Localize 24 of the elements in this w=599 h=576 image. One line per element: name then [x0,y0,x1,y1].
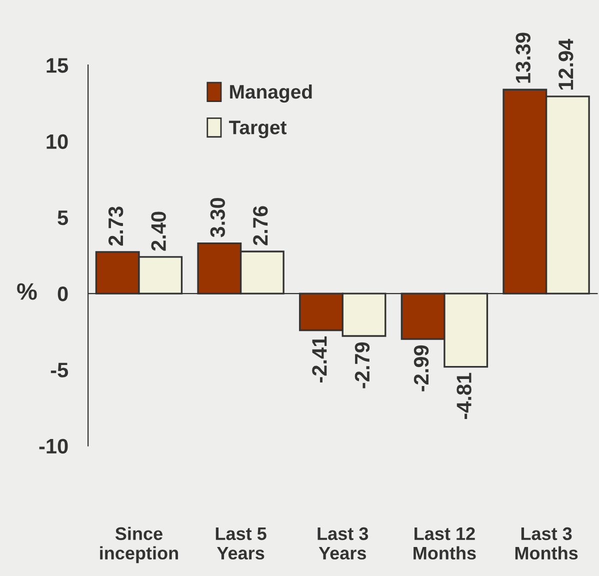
data-label: -2.79 [354,342,370,388]
x-tick-label: Last 12 Months [414,527,476,560]
y-tick-label: 5 [58,210,68,226]
y-tick-label: -10 [39,438,68,454]
y-axis-title: % [17,283,37,300]
y-tick-label: 10 [46,134,68,149]
x-tick-label: Last 3 Years [318,527,368,560]
data-label: 2.76 [253,206,268,246]
data-label: -2.41 [312,336,327,382]
legend-label: Target [228,120,287,138]
x-tick-label: Last 5 Years [216,527,266,560]
data-label: 2.73 [108,206,124,246]
y-tick-label: 15 [46,58,68,73]
data-label: 12.94 [558,38,574,90]
data-label: -4.81 [456,372,472,420]
data-label: -2.99 [414,345,429,392]
x-tick-label: Since inception [100,526,178,564]
y-tick-label: 0 [58,286,68,302]
data-label: 2.40 [151,212,166,251]
y-tick-label: -5 [50,362,68,378]
data-label: 3.30 [210,198,226,238]
x-tick-label: Last 3 Months [515,527,578,560]
legend-label: Managed [230,84,312,103]
data-label: 13.39 [516,32,531,83]
